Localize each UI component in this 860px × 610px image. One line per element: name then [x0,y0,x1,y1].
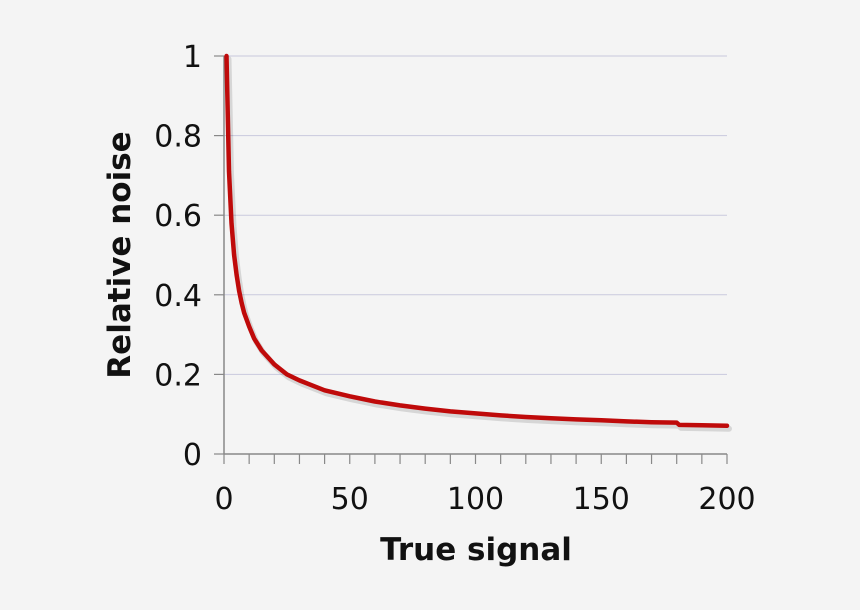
y-tick-label: 1 [183,40,202,75]
y-tick-label: 0.6 [154,199,202,234]
x-tick-label: 150 [573,482,630,517]
y-tick-label: 0 [183,438,202,473]
x-tick-label: 100 [447,482,504,517]
series-layer [224,53,732,432]
grid [224,55,727,375]
y-tick-label: 0.2 [154,358,202,393]
series-line [224,53,730,428]
axes [214,55,728,464]
x-axis-title: True signal [380,532,572,568]
y-tick-label: 0.8 [154,120,202,155]
series-line-shadow [225,56,732,432]
y-tick-label: 0.4 [154,279,202,314]
y-axis-title: Relative noise [102,131,138,378]
x-tick-label: 200 [698,482,755,517]
x-tick-label: 50 [331,482,369,517]
x-tick-label: 0 [214,482,233,517]
tick-labels: 0 0.2 0.4 0.6 0.8 1 0 50 100 150 200 [154,40,755,517]
